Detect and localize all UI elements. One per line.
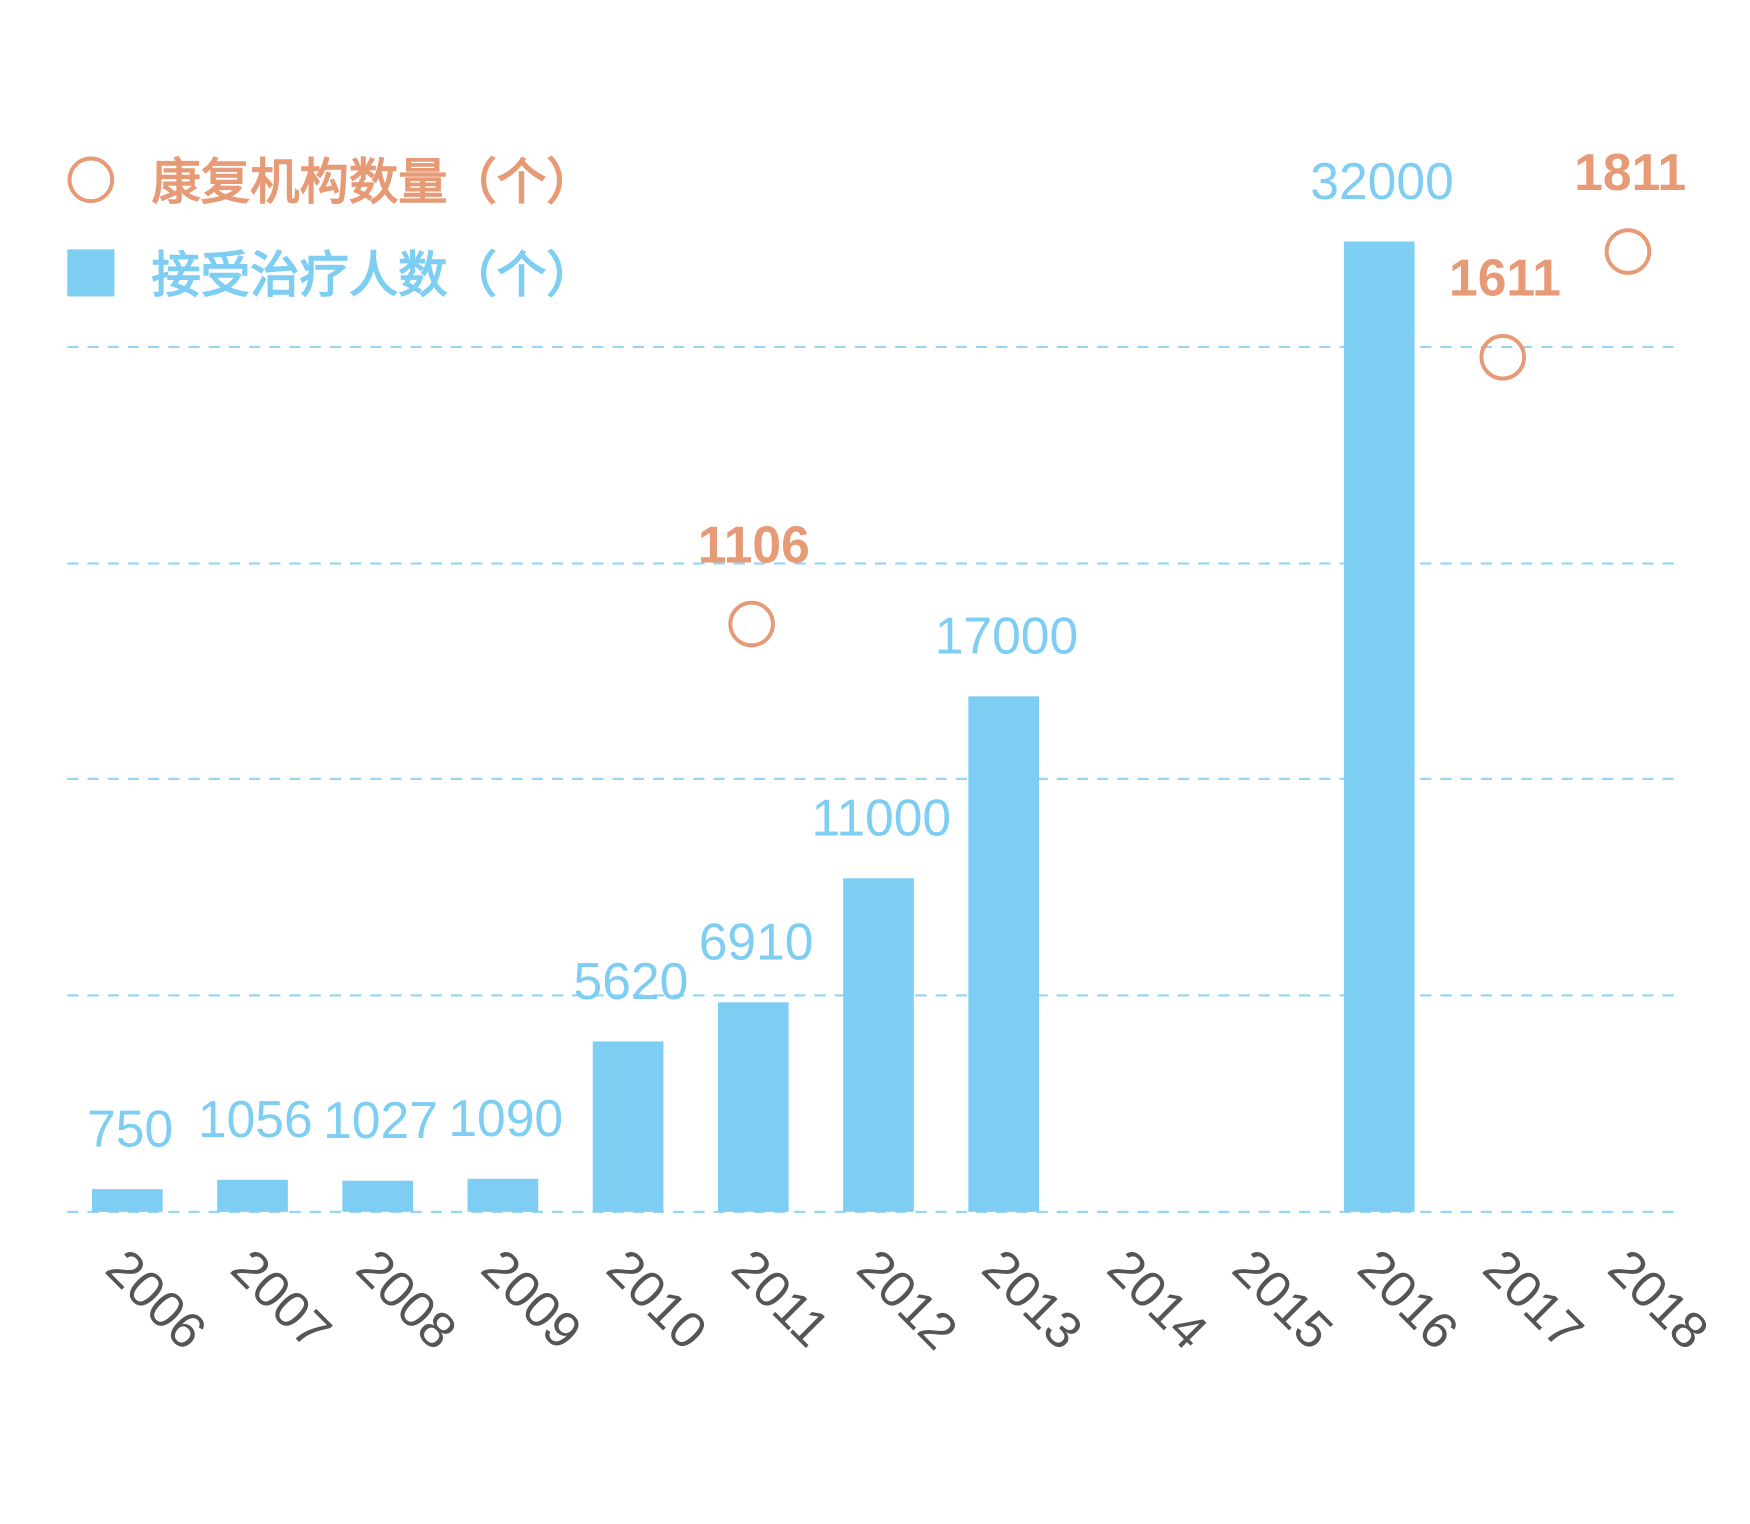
bar — [342, 1180, 414, 1212]
bar — [843, 878, 914, 1212]
x-tick-label: 2011 — [721, 1238, 840, 1357]
x-tick-label: 2017 — [1473, 1238, 1595, 1360]
bar — [717, 1002, 789, 1212]
x-tick-label: 2007 — [221, 1238, 343, 1360]
bar — [217, 1179, 288, 1212]
legend-square-icon — [67, 249, 115, 297]
point-value-label: 1611 — [1449, 249, 1561, 307]
bar — [91, 1189, 163, 1212]
bar — [968, 696, 1040, 1212]
legend-label-patients: 接受治疗人数（个） — [151, 246, 595, 304]
x-tick-label: 2009 — [471, 1238, 593, 1360]
x-axis-labels: 2006 2007 2008 2009 2010 2011 2012 2013 2014 2015… — [95, 1238, 1719, 1360]
x-tick-label: 2006 — [95, 1238, 217, 1360]
x-tick-label: 2013 — [972, 1238, 1094, 1360]
legend: 康复机构数量（个） 接受治疗人数（个） — [67, 153, 596, 304]
bar-value-label: 17000 — [935, 607, 1078, 665]
x-tick-label: 2012 — [847, 1238, 969, 1360]
bar-value-label: 32000 — [1310, 152, 1453, 210]
bar-value-label: 6910 — [699, 913, 814, 971]
bar-value-label: 5620 — [574, 952, 689, 1010]
legend-label-institutions: 康复机构数量（个） — [151, 153, 595, 211]
point-value-label: 1811 — [1574, 143, 1686, 201]
bar — [592, 1041, 664, 1212]
legend-circle-icon — [67, 156, 115, 204]
x-tick-label: 2014 — [1097, 1238, 1219, 1360]
bar-value-label: 1027 — [323, 1091, 438, 1149]
bar-value-label: 11000 — [811, 789, 951, 847]
point-value-label: 1106 — [698, 515, 810, 573]
x-tick-label: 2010 — [596, 1238, 718, 1360]
x-tick-label: 2015 — [1222, 1238, 1344, 1360]
point-marker — [728, 600, 775, 648]
bar — [1343, 241, 1415, 1212]
point-marker — [1604, 228, 1652, 275]
x-tick-label: 2008 — [346, 1238, 468, 1360]
x-tick-label: 2018 — [1598, 1238, 1720, 1360]
x-tick-label: 2016 — [1347, 1238, 1469, 1360]
bar-value-label: 750 — [87, 1099, 173, 1157]
point-marker — [1479, 333, 1527, 381]
bar-value-label: 1056 — [198, 1090, 313, 1148]
bar — [467, 1178, 539, 1212]
bar-value-label: 1090 — [448, 1089, 563, 1147]
